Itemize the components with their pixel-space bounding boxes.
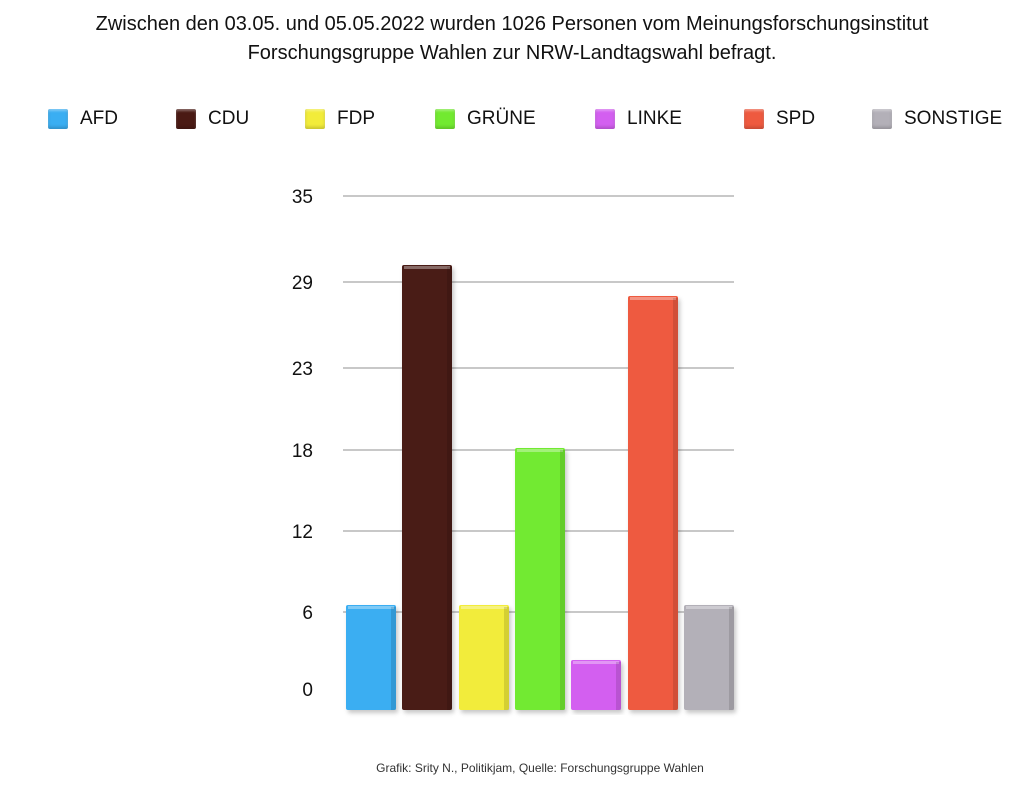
bar-top-highlight [461, 606, 507, 609]
y-tick-label: 12 [292, 522, 313, 543]
bar-linke [571, 660, 621, 710]
chart-legend: AFD CDU FDP GRÜNE LINKE SPD SONSTIGE [0, 104, 1024, 134]
bar-cdu [402, 265, 452, 710]
legend-item-spd: SPD [744, 104, 815, 134]
legend-item-grüne: GRÜNE [435, 104, 536, 134]
bar-rect [628, 296, 678, 710]
y-tick-label: 29 [292, 273, 313, 294]
bar-side-shade [447, 267, 452, 710]
bar-rect [402, 265, 452, 710]
legend-swatch [176, 109, 196, 129]
bar-sonstige [684, 605, 734, 710]
y-axis-ticks: 0 6 12 18 23 29 35 [292, 187, 313, 701]
y-tick-label: 35 [292, 187, 313, 208]
bar-fdp [459, 605, 509, 710]
bar-rect [684, 605, 734, 710]
chart-title-line-2: Forschungsgruppe Wahlen zur NRW-Landtags… [247, 42, 777, 64]
bar-rect [571, 660, 621, 710]
bar-rect [515, 448, 565, 710]
legend-swatch [872, 109, 892, 129]
chart-title: Zwischen den 03.05. und 05.05.2022 wurde… [0, 10, 1024, 68]
legend-label: AFD [80, 108, 118, 129]
legend-label: FDP [337, 108, 375, 129]
y-tick-label: 6 [302, 603, 313, 624]
legend-swatch [48, 109, 68, 129]
bar-side-shade [391, 607, 396, 710]
bar-side-shade [560, 450, 565, 710]
y-tick-label: 0 [302, 680, 313, 701]
legend-label: SONSTIGE [904, 108, 1003, 129]
bar-grüne [515, 448, 565, 710]
source-credit: Grafik: Srity N., Politikjam, Quelle: Fo… [376, 761, 704, 775]
bars [346, 265, 734, 710]
y-tick-label: 18 [292, 441, 313, 462]
bar-spd [628, 296, 678, 710]
legend-swatch [435, 109, 455, 129]
bar-rect [459, 605, 509, 710]
legend-swatch [305, 109, 325, 129]
legend-swatch [595, 109, 615, 129]
legend-item-fdp: FDP [305, 104, 375, 134]
bar-top-highlight [686, 606, 732, 609]
legend-label: GRÜNE [467, 108, 536, 129]
bar-top-highlight [573, 661, 619, 664]
bar-top-highlight [348, 606, 394, 609]
legend-item-linke: LINKE [595, 104, 682, 134]
legend-item-cdu: CDU [176, 104, 249, 134]
y-tick-label: 23 [292, 359, 313, 380]
bar-side-shade [729, 607, 734, 710]
bar-afd [346, 605, 396, 710]
legend-item-sonstige: SONSTIGE [872, 104, 1002, 134]
bar-top-highlight [630, 297, 676, 300]
bar-side-shade [504, 607, 509, 710]
legend-label: CDU [208, 108, 250, 129]
bar-top-highlight [404, 266, 450, 269]
bar-top-highlight [517, 449, 563, 452]
legend-label: SPD [776, 108, 816, 129]
bar-side-shade [673, 298, 678, 710]
legend-item-afd: AFD [48, 104, 118, 134]
chart-title-line-1: Zwischen den 03.05. und 05.05.2022 wurde… [95, 13, 929, 35]
legend-swatch [744, 109, 764, 129]
bar-side-shade [616, 662, 621, 710]
bar-rect [346, 605, 396, 710]
legend-label: LINKE [627, 108, 682, 129]
